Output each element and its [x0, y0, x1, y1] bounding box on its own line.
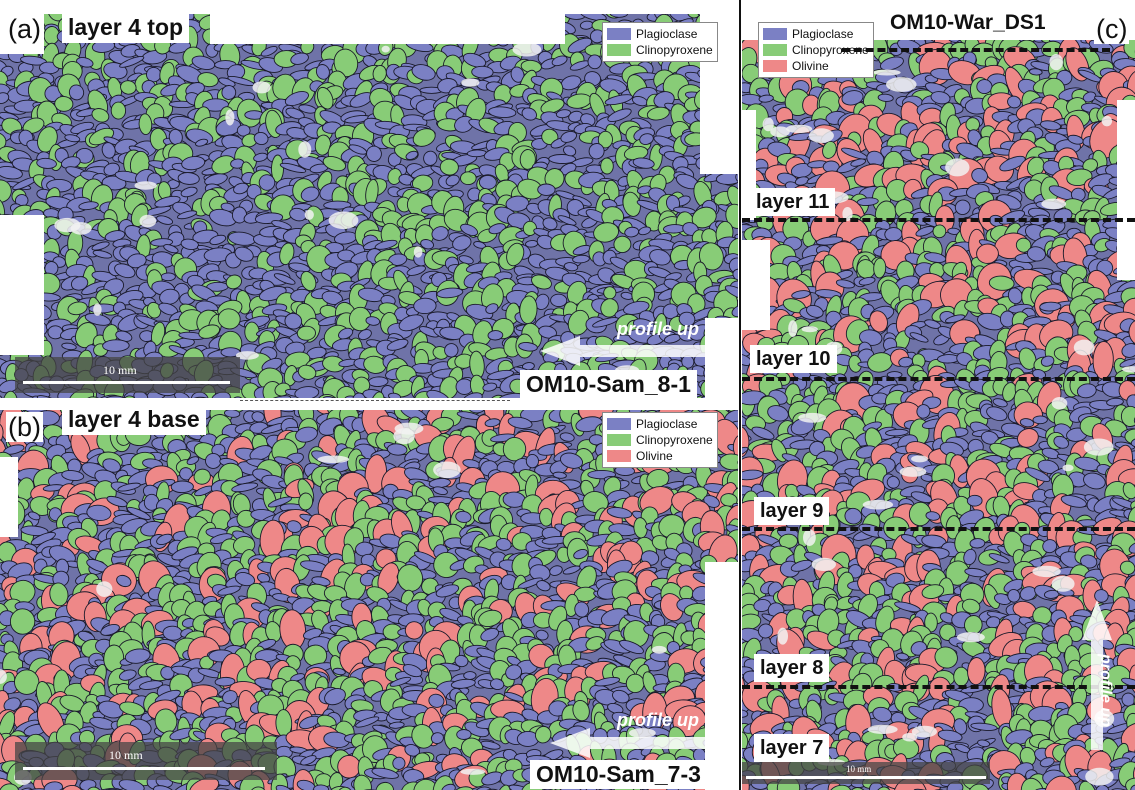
legend-item-plagioclase: Plagioclase [607, 416, 713, 432]
panel-a-grain-map [0, 0, 738, 398]
layer-label-8: layer 8 [754, 654, 830, 682]
layer-boundary-line [742, 527, 1135, 531]
scale-label: 10 mm [109, 748, 143, 762]
legend-label: Clinopyroxene [636, 43, 713, 57]
legend-label: Olivine [636, 449, 673, 463]
legend-label: Plagioclase [636, 417, 698, 431]
panel-b-sample-id: OM10-Sam_7-3 [530, 760, 707, 789]
panel-c-scale-bar: 10 mm [742, 762, 990, 784]
panel-b-grain-map [0, 402, 738, 790]
scale-label: 10 mm [846, 764, 872, 774]
legend-item-clinopyroxene: Clinopyroxene [763, 42, 869, 58]
legend-label: Clinopyroxene [792, 43, 869, 57]
panel-c-profile-label: profile up [1097, 654, 1114, 727]
scale-line [23, 381, 230, 384]
panel-b-profile-arrow-icon [550, 728, 730, 758]
panel-divider [739, 0, 741, 790]
panel-b-letter: (b) [6, 412, 43, 442]
panel-c-letter: (c) [1094, 14, 1130, 44]
panel-a-letter: (a) [6, 14, 43, 44]
layer-label-9: layer 9 [754, 497, 830, 525]
scale-label: 10 mm [103, 363, 137, 377]
legend-swatch [607, 434, 631, 446]
scale-line [746, 776, 986, 779]
legend-label: Clinopyroxene [636, 433, 713, 447]
panel-a-sample-id: OM10-Sam_8-1 [520, 370, 697, 398]
legend-label: Plagioclase [792, 27, 854, 41]
panel-b-title: layer 4 base [62, 404, 206, 435]
panel-a-scale-bar: 10 mm [15, 357, 240, 393]
layer-label-10: layer 10 [750, 345, 837, 373]
layer-label-11: layer 11 [750, 188, 836, 216]
panel-a-map: (a) layer 4 top Plagioclase Clinopyroxen… [0, 0, 738, 398]
legend-item-olivine: Olivine [607, 448, 713, 464]
legend-item-plagioclase: Plagioclase [607, 26, 713, 42]
layer-boundary-line [742, 377, 1135, 381]
legend-swatch [607, 418, 631, 430]
panel-b-scale-bar: 10 mm [15, 742, 277, 780]
layer-boundary-line [742, 685, 1135, 689]
legend-swatch [763, 28, 787, 40]
panel-a-profile-label: profile up [617, 319, 699, 339]
panel-c-map: Plagioclase Clinopyroxene Olivine OM10-W… [742, 0, 1135, 790]
legend-item-plagioclase: Plagioclase [763, 26, 869, 42]
panel-c-sample-id: OM10-War_DS1 [884, 8, 1052, 37]
panel-a-legend: Plagioclase Clinopyroxene [602, 22, 718, 62]
legend-swatch [763, 60, 787, 72]
panel-b-profile-label: profile up [617, 710, 699, 730]
scale-line [23, 767, 265, 770]
legend-swatch [607, 28, 631, 40]
layer-boundary-line [842, 48, 1110, 52]
panel-separator [240, 400, 510, 401]
legend-item-clinopyroxene: Clinopyroxene [607, 432, 713, 448]
panel-a-profile-arrow-icon [540, 336, 730, 366]
legend-item-olivine: Olivine [763, 58, 869, 74]
layer-boundary-line [742, 218, 1135, 222]
panel-b-map: (b) layer 4 base Plagioclase Clinopyroxe… [0, 402, 738, 790]
legend-swatch [607, 450, 631, 462]
layer-label-7: layer 7 [754, 734, 830, 762]
legend-swatch [763, 44, 787, 56]
panel-c-profile-arrow-icon [1082, 600, 1112, 750]
legend-label: Plagioclase [636, 27, 698, 41]
panel-b-legend: Plagioclase Clinopyroxene Olivine [602, 412, 718, 468]
legend-label: Olivine [792, 59, 829, 73]
legend-swatch [607, 44, 631, 56]
panel-a-title: layer 4 top [62, 12, 190, 43]
legend-item-clinopyroxene: Clinopyroxene [607, 42, 713, 58]
